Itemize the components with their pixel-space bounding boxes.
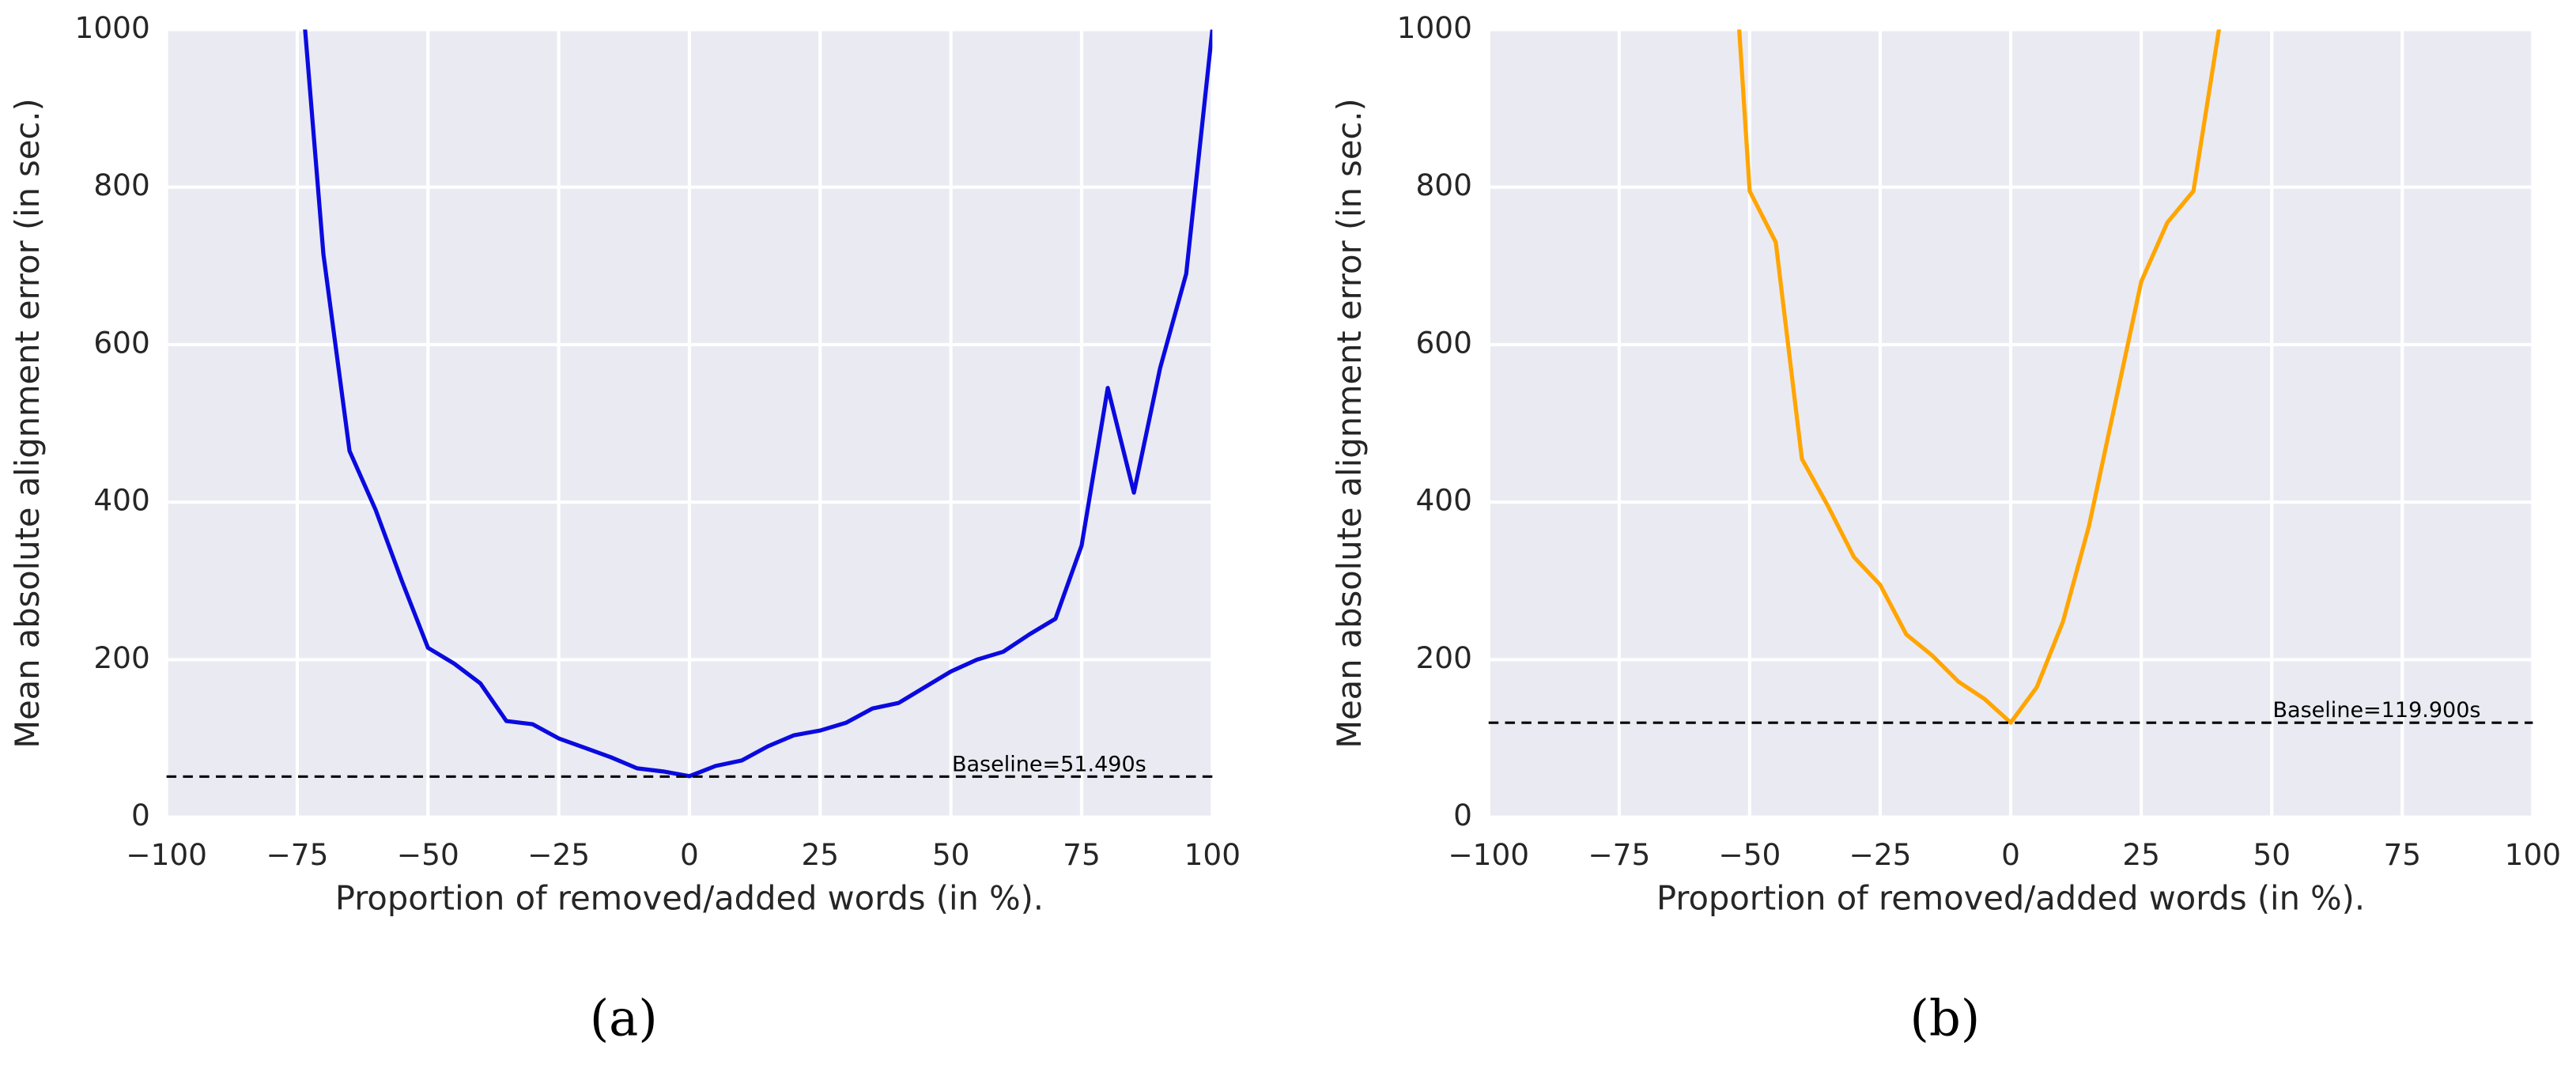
caption: (b): [1910, 990, 1981, 1047]
x-tick-label: 100: [1184, 837, 1241, 872]
x-tick-label: 0: [2001, 837, 2020, 872]
y-axis-label: Mean absolute alignment error (in sec.): [1330, 98, 1369, 749]
chart-panel: 0 200 400 600 800 1000 −100 −75 −50 −25 0 25 50 75 100…: [8, 10, 1241, 1047]
x-tick-label: −100: [1448, 837, 1529, 872]
data-line: [1737, 29, 2222, 725]
x-tick-label: −75: [266, 837, 328, 872]
x-tick-label: −75: [1588, 837, 1650, 872]
data-line: [303, 29, 1213, 779]
x-tick-label: 50: [932, 837, 970, 872]
y-tick-label: 200: [93, 640, 149, 675]
x-axis-label: Proportion of removed/added words (in %)…: [335, 879, 1044, 918]
x-tick-label: 25: [2122, 837, 2160, 872]
y-tick-label: 1000: [75, 10, 150, 45]
x-tick-label: −25: [527, 837, 590, 872]
y-tick-label: 400: [93, 483, 149, 518]
y-tick-label: 800: [1415, 168, 1471, 202]
baseline-label: Baseline=51.490s: [952, 752, 1146, 776]
y-tick-label: 1000: [1397, 10, 1472, 45]
x-tick-label: 75: [2383, 837, 2421, 872]
y-axis-label: Mean absolute alignment error (in sec.): [8, 98, 47, 749]
y-tick-label: 600: [93, 325, 149, 360]
x-tick-label: −50: [1718, 837, 1781, 872]
caption: (a): [590, 990, 658, 1047]
y-tick-label: 200: [1415, 640, 1471, 675]
chart-panel: 0 200 400 600 800 1000 −100 −75 −50 −25 0 25 50 75 100…: [1330, 10, 2561, 1047]
y-tick-label: 400: [1415, 483, 1471, 518]
y-tick-label: 0: [1453, 798, 1472, 832]
x-tick-label: −25: [1849, 837, 1911, 872]
x-tick-label: 50: [2253, 837, 2291, 872]
x-tick-label: 25: [801, 837, 839, 872]
y-tick-label: 600: [1415, 325, 1471, 360]
x-tick-label: 0: [680, 837, 699, 872]
y-tick-label: 0: [131, 798, 150, 832]
x-tick-label: −100: [126, 837, 207, 872]
baseline-label: Baseline=119.900s: [2273, 698, 2481, 723]
x-axis-label: Proportion of removed/added words (in %)…: [1656, 879, 2365, 918]
y-tick-label: 800: [93, 168, 149, 202]
x-tick-label: 75: [1063, 837, 1101, 872]
x-tick-label: 100: [2505, 837, 2561, 872]
x-tick-label: −50: [397, 837, 459, 872]
